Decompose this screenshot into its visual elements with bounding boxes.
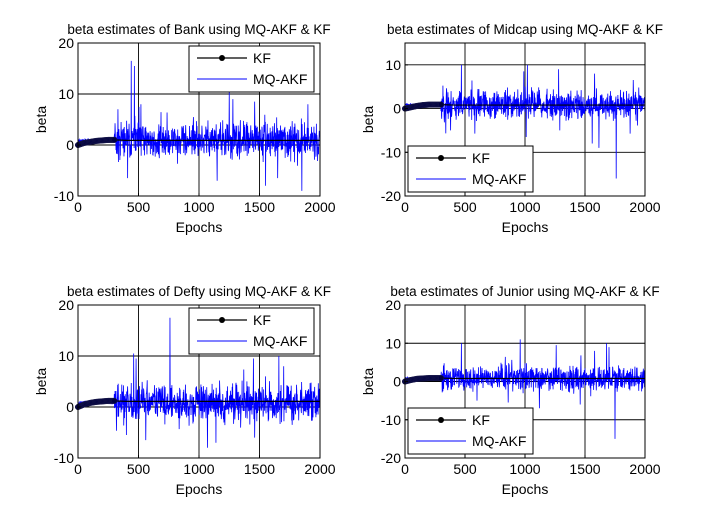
chart1-ytick-label: -20 [381, 188, 401, 204]
chart2-ytick-label: -10 [54, 450, 74, 466]
chart3-legend-kf-label: KF [472, 412, 490, 428]
chart3-xtick-label: 2000 [629, 461, 660, 477]
chart3-ytick-label: 20 [385, 297, 401, 313]
chart1-ytick-label: 0 [393, 101, 401, 117]
chart0-title: beta estimates of Bank using MQ-AKF & KF [67, 22, 330, 37]
chart2-xtick-label: 2000 [304, 461, 335, 477]
chart1-legend-kf-marker [438, 155, 444, 161]
chart3-legend-mq-akf-label: MQ-AKF [472, 433, 526, 449]
chart3-series-mq-akf-line [404, 339, 646, 439]
chart0-legend-kf-marker [219, 55, 225, 61]
chart1-legend: KF MQ-AKF [407, 145, 534, 193]
subplot-midcap: 0 500 1000 1500 2000 -20 -10 0 10 beta estimates … [360, 22, 663, 235]
chart2-xtick-label: 0 [74, 461, 82, 477]
chart0-legend-box [188, 45, 315, 93]
chart0-legend-mq-akf-label: MQ-AKF [253, 71, 307, 87]
chart0-ytick-label: 10 [58, 86, 74, 102]
chart0-ylabel: beta [33, 106, 49, 133]
chart1-xtick-label: 0 [401, 199, 409, 215]
chart2-legend-kf-marker [219, 317, 225, 323]
chart1-ylabel: beta [360, 106, 376, 133]
chart1-legend-kf-label: KF [472, 150, 490, 166]
chart3-title: beta estimates of Junior using MQ-AKF & … [390, 284, 659, 299]
chart3-ylabel: beta [360, 368, 376, 395]
chart1-xtick-label: 500 [453, 199, 477, 215]
chart3-xtick-label: 0 [401, 461, 409, 477]
chart0-kf-marker [111, 136, 118, 143]
chart3-legend: KF MQ-AKF [407, 407, 534, 455]
chart1-kf-marker [437, 101, 445, 108]
chart1-xtick-label: 1000 [509, 199, 540, 215]
chart3-xlabel: Epochs [502, 481, 549, 497]
chart3-ytick-label: 10 [385, 335, 401, 351]
chart1-title: beta estimates of Midcap using MQ-AKF & … [387, 22, 663, 37]
chart1-xtick-label: 2000 [629, 199, 660, 215]
chart2-xtick-label: 1000 [183, 461, 214, 477]
chart1-ytick-label: -10 [381, 144, 401, 160]
chart0-xtick-label: 500 [127, 199, 151, 215]
chart1-legend-mq-akf-label: MQ-AKF [472, 171, 526, 187]
chart0-ytick-label: -10 [54, 188, 74, 204]
chart0-xtick-label: 2000 [304, 199, 335, 215]
chart3-ytick-label: 0 [393, 374, 401, 390]
chart0-ytick-label: 20 [58, 35, 74, 51]
chart3-ytick-label: -10 [381, 412, 401, 428]
chart3-legend-box [407, 407, 534, 455]
chart2-ytick-label: 0 [66, 399, 74, 415]
chart3-xtick-label: 1000 [509, 461, 540, 477]
chart3-kf-marker [437, 375, 445, 382]
chart2-series-mq-akf-line [77, 317, 321, 448]
chart1-series-mq-akf-line [404, 64, 646, 179]
chart2-legend: KF MQ-AKF [188, 307, 315, 355]
chart2-xlabel: Epochs [176, 481, 223, 497]
chart1-ytick-label: 10 [385, 57, 401, 73]
chart1-xlabel: Epochs [502, 219, 549, 235]
chart2-ylabel: beta [33, 368, 49, 395]
chart0-xtick-label: 1500 [244, 199, 275, 215]
chart0-legend-kf-label: KF [253, 50, 271, 66]
chart0-xtick-label: 0 [74, 199, 82, 215]
chart0-legend: KF MQ-AKF [188, 45, 315, 93]
chart2-xtick-label: 1500 [244, 461, 275, 477]
chart1-xtick-label: 1500 [569, 199, 600, 215]
chart2-ytick-label: 10 [58, 348, 74, 364]
chart2-legend-mq-akf-label: MQ-AKF [253, 333, 307, 349]
chart2-kf-marker [111, 397, 118, 404]
chart0-xtick-label: 1000 [183, 199, 214, 215]
chart2-title: beta estimates of Defty using MQ-AKF & K… [67, 284, 331, 299]
chart0-series-mq-akf-line [77, 60, 321, 191]
chart3-legend-kf-marker [438, 417, 444, 423]
chart0-ytick-label: 0 [66, 137, 74, 153]
chart3-xtick-label: 1500 [569, 461, 600, 477]
chart2-legend-kf-label: KF [253, 312, 271, 328]
chart2-legend-box [188, 307, 315, 355]
chart3-ytick-label: -20 [381, 450, 401, 466]
chart2-xtick-label: 500 [127, 461, 151, 477]
chart1-legend-box [407, 145, 534, 193]
chart2-ytick-label: 20 [58, 297, 74, 313]
chart3-xtick-label: 500 [453, 461, 477, 477]
chart0-xlabel: Epochs [176, 219, 223, 235]
